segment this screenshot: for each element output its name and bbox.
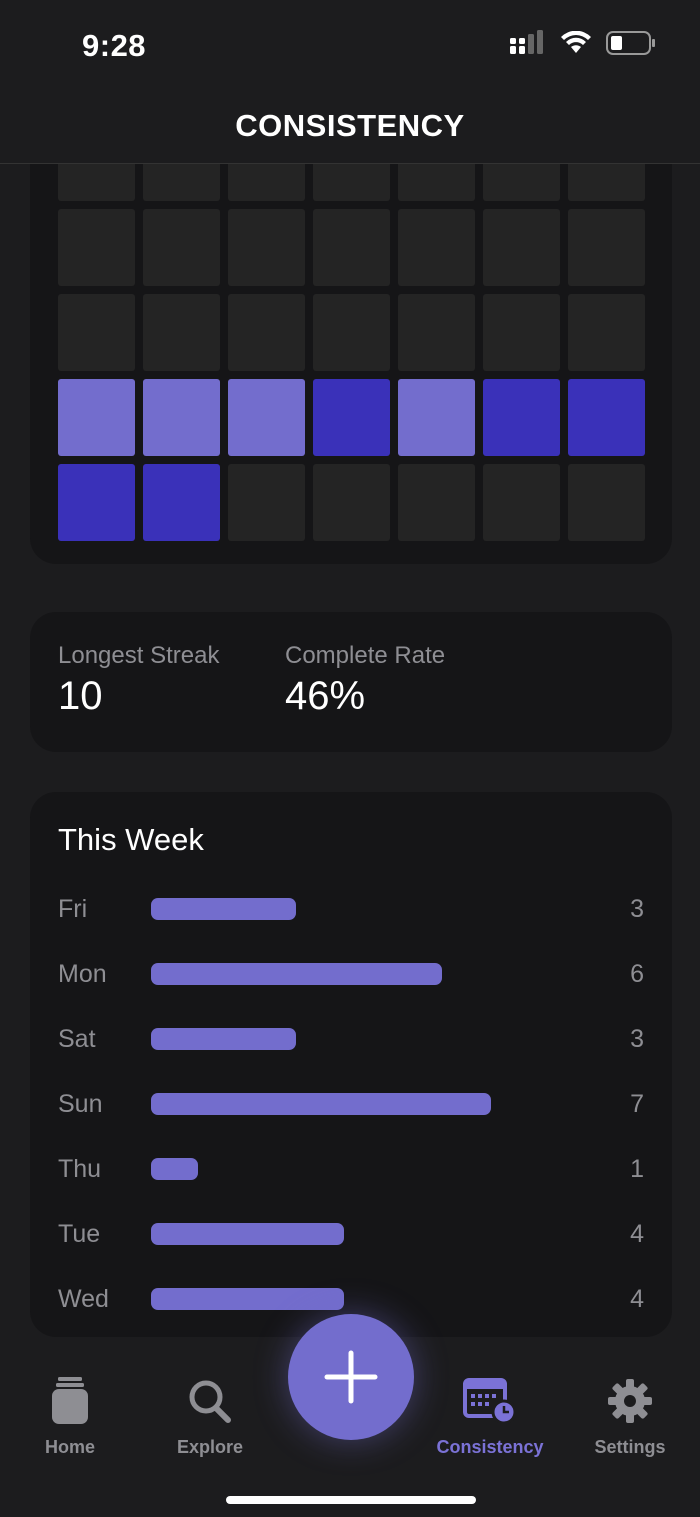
complete-rate-value: 46% [285, 674, 366, 718]
heatmap-cell [143, 164, 220, 201]
heatmap-cell [483, 164, 560, 201]
tab-settings-label: Settings [594, 1437, 666, 1457]
heatmap-cell [58, 294, 135, 371]
day-bar [151, 1223, 345, 1245]
heatmap-cell [313, 209, 390, 286]
heatmap-cell [398, 464, 475, 541]
tab-settings[interactable]: Settings [560, 1376, 700, 1458]
day-bar [151, 963, 443, 985]
complete-rate-label: Complete Rate [285, 642, 446, 669]
day-bar [151, 1028, 296, 1050]
day-label: Sun [58, 1090, 103, 1118]
heatmap-cell [398, 379, 475, 456]
heatmap-cell [58, 464, 135, 541]
day-count: 7 [630, 1090, 644, 1118]
heatmap-cell [143, 294, 220, 371]
battery-icon [606, 31, 655, 55]
heatmap-cell [228, 464, 305, 541]
status-bar: 9:28 [0, 0, 700, 92]
week-bar-row: Wed 4 [58, 1279, 644, 1319]
heatmap-cell [313, 379, 390, 456]
day-label: Wed [58, 1285, 109, 1313]
day-count: 3 [630, 895, 644, 923]
this-week-card: This Week Fri 3 Mon 6 Sat 3 Sun 7 Thu 1 Tue 4 Wed 4 [30, 792, 672, 1337]
heatmap-cell [483, 209, 560, 286]
plus-icon [324, 1350, 378, 1404]
home-indicator [226, 1496, 476, 1504]
heatmap-cell [483, 294, 560, 371]
heatmap-cell [398, 164, 475, 201]
longest-streak-label: Longest Streak [58, 642, 220, 669]
week-bar-row: Mon 6 [58, 954, 644, 994]
day-label: Fri [58, 895, 88, 923]
day-label: Thu [58, 1155, 102, 1183]
day-count: 6 [630, 960, 644, 988]
tab-consistency-label: Consistency [436, 1437, 544, 1457]
stats-card: Longest Streak 10 Complete Rate 46% [30, 612, 672, 752]
content-scroll[interactable]: Longest Streak 10 Complete Rate 46% This… [0, 164, 700, 1364]
longest-streak-stat: Longest Streak 10 [58, 642, 219, 719]
heatmap-cell [58, 379, 135, 456]
jar-icon [52, 1377, 88, 1424]
day-bar [151, 1093, 491, 1115]
heatmap-cell [398, 294, 475, 371]
wifi-icon [561, 31, 591, 53]
tab-bar: Home Explore Consistency [0, 1314, 700, 1517]
cellular-signal-icon [510, 30, 543, 54]
heatmap-cell [568, 164, 645, 201]
tab-explore[interactable]: Explore [140, 1376, 280, 1458]
week-bar-row: Sat 3 [58, 1019, 644, 1059]
tab-home[interactable]: Home [0, 1376, 140, 1458]
heatmap-cell [313, 294, 390, 371]
heatmap-cell [58, 209, 135, 286]
day-count: 3 [630, 1025, 644, 1053]
heatmap-cell [143, 464, 220, 541]
search-icon [189, 1380, 231, 1423]
heatmap-cell [228, 209, 305, 286]
gear-icon [608, 1379, 652, 1423]
heatmap-cell [483, 379, 560, 456]
day-count: 4 [630, 1285, 644, 1313]
heatmap-cell [568, 294, 645, 371]
tab-home-label: Home [44, 1437, 95, 1457]
heatmap-cell [313, 464, 390, 541]
week-bar-row: Tue 4 [58, 1214, 644, 1254]
nav-header: CONSISTENCY [0, 92, 700, 164]
this-week-title: This Week [58, 822, 204, 857]
heatmap-cell [143, 379, 220, 456]
day-count: 4 [630, 1220, 644, 1248]
heatmap-cell [58, 164, 135, 201]
calendar-clock-icon [463, 1378, 517, 1425]
heatmap-card [30, 164, 672, 564]
week-bar-row: Sun 7 [58, 1084, 644, 1124]
tab-consistency[interactable]: Consistency [420, 1376, 560, 1458]
heatmap-cell [228, 164, 305, 201]
longest-streak-value: 10 [58, 674, 103, 718]
day-label: Mon [58, 960, 107, 988]
day-bar [151, 898, 296, 920]
day-bar [151, 1288, 345, 1310]
heatmap-cell [398, 209, 475, 286]
status-time: 9:28 [82, 28, 147, 63]
heatmap-cell [568, 379, 645, 456]
heatmap-cell [228, 294, 305, 371]
day-count: 1 [630, 1155, 644, 1183]
heatmap-cell [228, 379, 305, 456]
add-button[interactable] [288, 1314, 414, 1440]
tab-explore-label: Explore [176, 1437, 244, 1457]
status-icons [510, 30, 656, 56]
day-label: Tue [58, 1220, 101, 1248]
heatmap-cell [483, 464, 560, 541]
heatmap-cell [143, 209, 220, 286]
complete-rate-stat: Complete Rate 46% [285, 642, 445, 719]
heatmap-cell [568, 464, 645, 541]
week-bar-row: Fri 3 [58, 889, 644, 929]
day-bar [151, 1158, 198, 1180]
week-bar-row: Thu 1 [58, 1149, 644, 1189]
day-label: Sat [58, 1025, 96, 1053]
heatmap-cell [313, 164, 390, 201]
page-title: CONSISTENCY [235, 108, 465, 143]
heatmap-cell [568, 209, 645, 286]
